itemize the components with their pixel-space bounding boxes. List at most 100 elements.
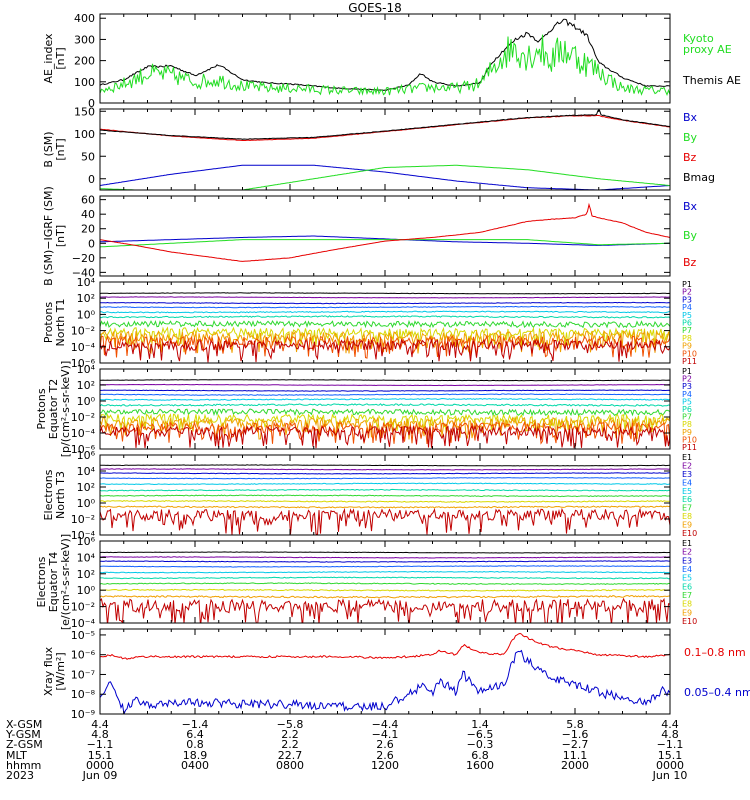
ephemeris-value: Jun 09 bbox=[82, 769, 118, 782]
y-tick-label: 10⁶ bbox=[77, 535, 96, 548]
legend-label: E5 bbox=[682, 487, 692, 496]
y-tick-label: 10⁻⁴ bbox=[71, 529, 96, 542]
legend-label: P8 bbox=[682, 420, 692, 429]
legend-label: E9 bbox=[682, 521, 692, 530]
y-tick-label: 10² bbox=[77, 292, 95, 305]
legend-label: By bbox=[683, 131, 698, 144]
y-tick-label: 10⁻⁶ bbox=[71, 443, 96, 456]
ephemeris-value: −4.1 bbox=[371, 728, 399, 742]
y-tick-label: 10⁻² bbox=[71, 411, 95, 424]
ephemeris-row-label: 2023 bbox=[6, 769, 34, 782]
y-axis-label: AE_index bbox=[42, 33, 55, 84]
y-axis-label: Electrons bbox=[35, 556, 48, 607]
legend-label: P1 bbox=[682, 280, 692, 289]
y-tick-label: 10⁻⁶ bbox=[71, 649, 96, 662]
y-tick-label: 150 bbox=[74, 105, 95, 118]
series-line-0-1-0-8-nm bbox=[100, 632, 670, 660]
legend-label: E3 bbox=[682, 470, 692, 479]
ephemeris-value: 6.4 bbox=[186, 728, 204, 742]
ephemeris-value: 0000 bbox=[86, 758, 114, 772]
panel-series-group bbox=[100, 379, 670, 449]
legend-label: Bx bbox=[683, 200, 698, 213]
legend-label: P2 bbox=[682, 288, 692, 297]
panel-series-group bbox=[100, 632, 670, 714]
ephemeris-value: 2.6 bbox=[376, 748, 394, 762]
channel-line-e10 bbox=[100, 597, 670, 623]
series-line-bz bbox=[100, 114, 670, 142]
ephemeris-value: 0000 bbox=[656, 758, 684, 772]
series-line-0-05-0-4-nm bbox=[100, 649, 670, 714]
legend-label: E3 bbox=[682, 556, 692, 565]
legend-label: proxy AE bbox=[683, 43, 732, 56]
ephemeris-value: −0.3 bbox=[466, 738, 494, 752]
y-tick-label: 10⁻² bbox=[71, 513, 95, 526]
channel-line-p7 bbox=[100, 408, 670, 417]
y-axis-label: Equator T2 bbox=[47, 379, 60, 439]
channel-line-e7 bbox=[100, 494, 670, 498]
legend-label: P3 bbox=[682, 295, 692, 304]
y-tick-label: 10⁻⁵ bbox=[71, 629, 95, 642]
channel-line-e6 bbox=[100, 488, 670, 492]
y-tick-label: 10² bbox=[77, 379, 95, 392]
channel-line-e9 bbox=[100, 505, 670, 509]
channel-line-e8 bbox=[100, 588, 670, 592]
y-tick-label: −40 bbox=[72, 266, 95, 279]
channel-line-p11 bbox=[100, 338, 670, 363]
ephemeris-value: 4.4 bbox=[661, 718, 679, 731]
y-axis-label: [nT] bbox=[54, 138, 67, 160]
channel-line-p2 bbox=[100, 296, 670, 299]
legend-label: E10 bbox=[682, 617, 697, 626]
legend-label: E6 bbox=[682, 495, 692, 504]
channel-line-e4 bbox=[100, 565, 670, 568]
ephemeris-value: −1.1 bbox=[656, 738, 684, 752]
y-tick-label: 60 bbox=[81, 194, 95, 207]
channel-line-p10 bbox=[100, 420, 670, 445]
channel-line-p5 bbox=[100, 397, 670, 401]
y-tick-label: 10⁰ bbox=[77, 497, 96, 510]
y-axis-label: [nT] bbox=[54, 225, 67, 247]
legend-label: Bz bbox=[683, 151, 697, 164]
ephemeris-value: 0.8 bbox=[186, 738, 204, 752]
channel-line-p3 bbox=[100, 389, 670, 392]
ephemeris-value: 15.1 bbox=[657, 748, 683, 762]
figure-title: GOES-18 bbox=[348, 1, 402, 15]
channel-line-e7 bbox=[100, 582, 670, 586]
panel-bsm: 0 50 100 150 B (SM) [nT] Bx By Bz Bmag bbox=[42, 105, 715, 191]
series-line-bmag bbox=[100, 109, 670, 140]
ephemeris-row-label: hhmm bbox=[6, 758, 42, 772]
y-tick-label: −20 bbox=[72, 252, 95, 265]
legend-label: E5 bbox=[682, 574, 692, 583]
channel-line-e2 bbox=[100, 556, 670, 559]
y-tick-label: 0 bbox=[88, 173, 95, 186]
ephemeris-value: −2.7 bbox=[561, 738, 589, 752]
ephemeris-value: 1600 bbox=[466, 758, 494, 772]
panel-pe: 10⁻⁶ 10⁻⁴ 10⁻² 10⁰ 10² 10⁴ Protons Equator T2 [p… bbox=[35, 361, 697, 458]
y-axis-label: North T1 bbox=[54, 299, 67, 347]
legend-label: P2 bbox=[682, 375, 692, 384]
ephemeris-value: 4.8 bbox=[91, 728, 109, 742]
y-tick-label: 400 bbox=[74, 12, 95, 25]
ephemeris-row-label: X-GSM bbox=[6, 718, 43, 731]
legend-label: P5 bbox=[682, 311, 692, 320]
legend-label: P4 bbox=[682, 390, 692, 399]
series-line-kyoto-proxy-ae bbox=[100, 34, 670, 97]
ephemeris-value: 22.7 bbox=[277, 748, 303, 762]
panel-xray: 10⁻⁹ 10⁻⁸ 10⁻⁷ 10⁻⁶ 10⁻⁵ Xray flux [W/m²] 0.1–0… bbox=[42, 628, 750, 721]
y-tick-label: 10⁻⁴ bbox=[71, 617, 96, 630]
channel-line-p3 bbox=[100, 301, 670, 305]
legend-label: Kyoto bbox=[683, 32, 714, 45]
y-tick-label: 10⁰ bbox=[77, 308, 96, 321]
ephemeris-value: 4.4 bbox=[91, 718, 109, 731]
legend-label: P7 bbox=[682, 326, 692, 335]
ephemeris-value: −1.1 bbox=[86, 738, 114, 752]
channel-line-p1 bbox=[100, 379, 670, 382]
panel-frame bbox=[99, 108, 671, 191]
y-tick-label: 10⁴ bbox=[77, 276, 96, 289]
channel-line-p9 bbox=[100, 329, 670, 355]
y-tick-label: 100 bbox=[74, 128, 95, 141]
legend-label: E7 bbox=[682, 504, 692, 513]
channel-line-e2 bbox=[100, 468, 670, 471]
legend-label: E4 bbox=[682, 565, 692, 574]
y-axis-label: [e/(cm²-s-sr-keV)] bbox=[59, 534, 72, 630]
